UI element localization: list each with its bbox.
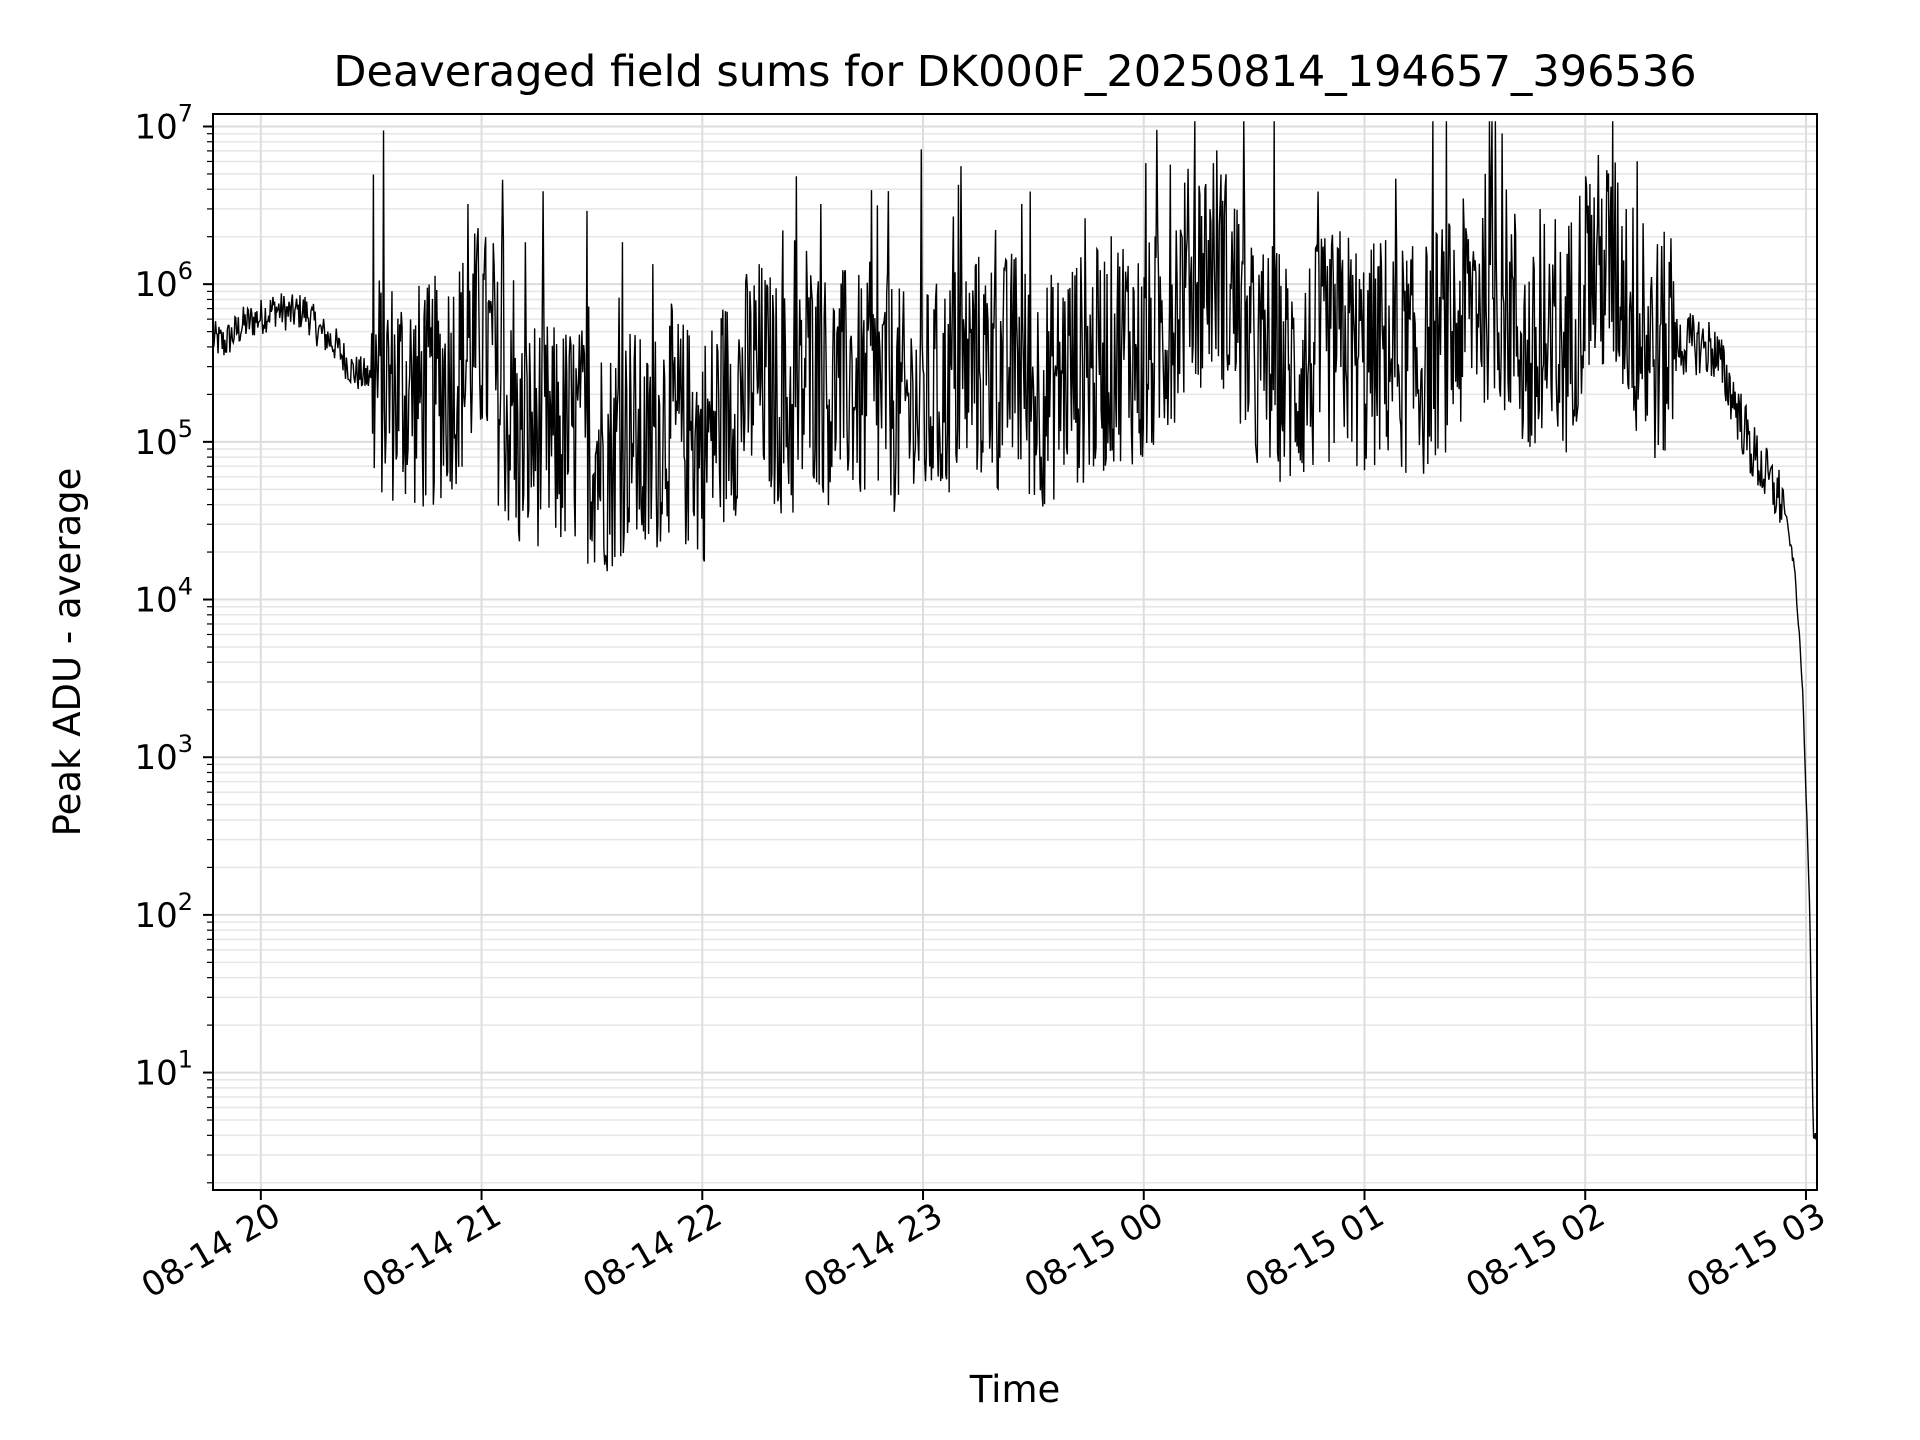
series-line [213,121,1817,1141]
chart-title: Deaveraged field sums for DK000F_2025081… [333,47,1696,97]
y-tick-label: 105 [134,415,193,463]
y-tick-label: 106 [134,257,193,305]
axes-frame [212,113,1818,1191]
y-tick-label: 104 [134,573,193,621]
x-axis-label: Time [969,1368,1061,1411]
plot-area [213,121,1817,1141]
y-tick-label: 101 [134,1046,193,1094]
y-axis-label: Peak ADU - average [46,468,89,837]
y-tick-label: 107 [134,99,193,147]
y-tick-label: 103 [134,730,193,778]
y-tick-label: 102 [134,888,193,936]
